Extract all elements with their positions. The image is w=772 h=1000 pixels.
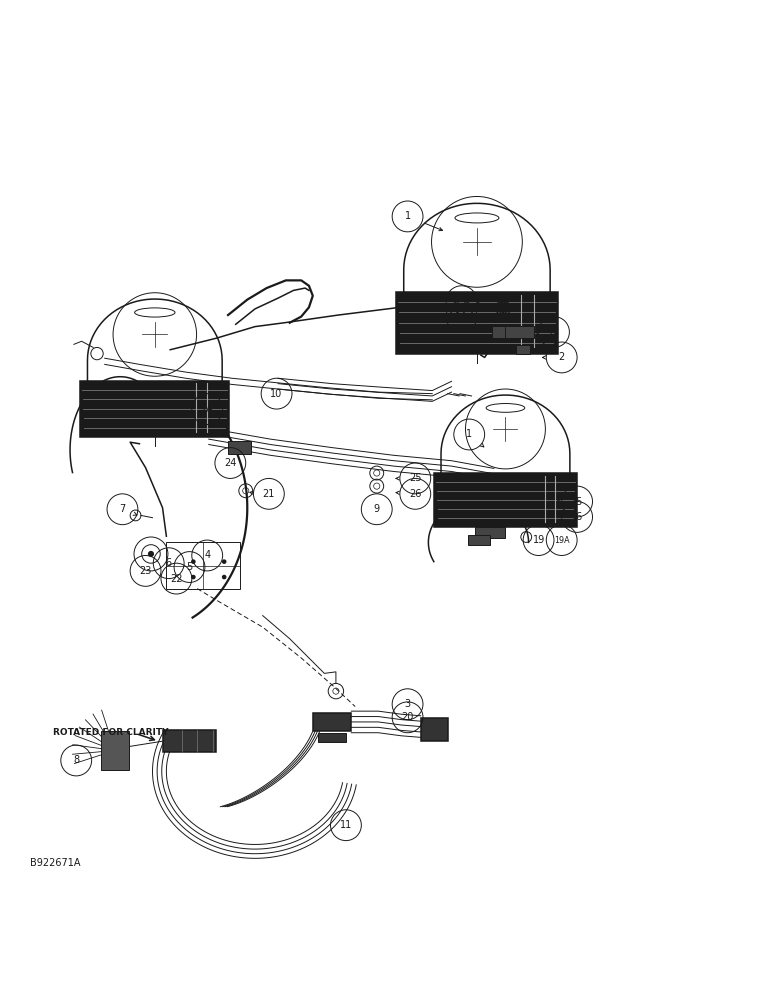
Bar (228, 441, 251, 454)
Bar (492, 326, 506, 338)
Bar (503, 326, 534, 338)
Text: 10: 10 (270, 389, 283, 399)
Text: 7: 7 (120, 504, 126, 514)
Text: 24: 24 (224, 458, 236, 468)
Text: 16: 16 (571, 512, 583, 522)
Circle shape (148, 551, 154, 557)
Text: 11: 11 (340, 820, 352, 830)
Text: 23: 23 (140, 566, 152, 576)
Text: 13: 13 (455, 296, 468, 306)
Text: 12: 12 (548, 327, 560, 337)
Text: 25: 25 (409, 473, 422, 483)
Text: 2: 2 (559, 352, 565, 362)
Text: 5: 5 (186, 562, 193, 572)
Text: 19A: 19A (554, 536, 570, 545)
Text: B922671A: B922671A (30, 858, 80, 868)
Polygon shape (434, 473, 577, 527)
Bar (516, 345, 530, 354)
Bar (163, 730, 216, 752)
Bar (167, 542, 239, 589)
Text: 8: 8 (73, 755, 80, 765)
Bar (313, 713, 351, 731)
Bar (101, 731, 129, 770)
Circle shape (191, 559, 195, 564)
Text: 1: 1 (405, 211, 411, 221)
Text: 22: 22 (170, 574, 183, 584)
Bar (421, 718, 448, 741)
Polygon shape (80, 381, 229, 437)
Polygon shape (396, 292, 558, 354)
Text: 1A: 1A (201, 404, 214, 414)
Bar (476, 527, 505, 538)
Text: 21: 21 (262, 489, 275, 499)
Text: 14: 14 (455, 312, 468, 322)
Bar (318, 733, 346, 742)
Text: 26: 26 (409, 489, 422, 499)
Text: 3: 3 (405, 699, 411, 709)
Text: 4: 4 (204, 550, 210, 560)
Text: 20: 20 (401, 712, 414, 722)
Circle shape (222, 559, 226, 564)
Text: 15: 15 (571, 497, 584, 507)
Circle shape (222, 575, 226, 579)
Text: ROTATED FOR CLARITY: ROTATED FOR CLARITY (53, 728, 168, 737)
Text: 19: 19 (533, 535, 545, 545)
Text: 9: 9 (374, 504, 380, 514)
Text: 6: 6 (166, 558, 171, 568)
Bar (469, 535, 490, 545)
Circle shape (191, 575, 195, 579)
Text: 1: 1 (466, 429, 472, 439)
